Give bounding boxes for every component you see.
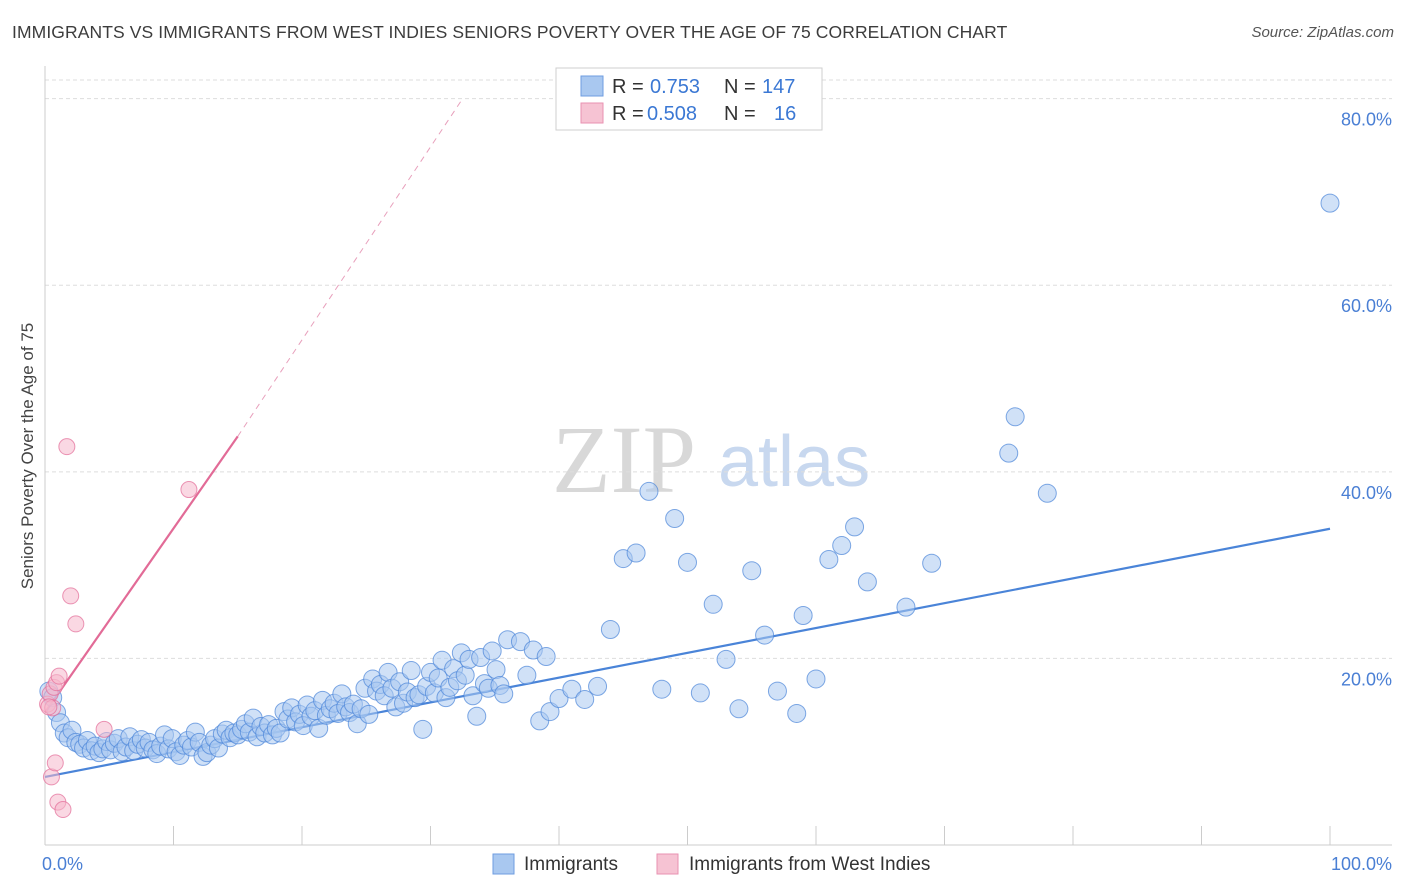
watermark-zip: ZIP — [552, 406, 696, 513]
stats-n-value: 16 — [774, 103, 796, 125]
point-immigrants — [742, 561, 762, 581]
point-west-indies — [50, 667, 68, 685]
stats-r-label: R = — [612, 76, 644, 98]
point-immigrants — [857, 572, 877, 592]
legend-label-west-indies: Immigrants from West Indies — [689, 854, 930, 875]
point-immigrants — [562, 679, 582, 699]
point-west-indies — [95, 720, 113, 738]
stats-n-label: N = — [724, 76, 756, 98]
point-immigrants — [639, 481, 659, 501]
chart-title: IMMIGRANTS VS IMMIGRANTS FROM WEST INDIE… — [12, 22, 1008, 42]
point-immigrants — [413, 719, 433, 739]
point-west-indies — [62, 587, 80, 605]
legend: Immigrants Immigrants from West Indies — [492, 853, 930, 875]
point-immigrants — [832, 536, 852, 556]
point-immigrants — [999, 443, 1019, 463]
point-immigrants — [678, 552, 697, 572]
point-immigrants — [845, 517, 865, 537]
point-immigrants — [486, 660, 506, 680]
stats-n-label: N = — [724, 103, 756, 125]
point-immigrants — [494, 684, 514, 704]
point-immigrants — [896, 597, 916, 617]
axes — [44, 66, 1392, 846]
legend-swatch-west-indies — [656, 853, 679, 875]
point-immigrants — [806, 669, 826, 689]
point-immigrants — [482, 641, 502, 661]
point-immigrants — [575, 689, 595, 709]
x-tick-label: 100.0% — [1331, 854, 1392, 874]
stats-r-value: 0.508 — [647, 103, 697, 125]
point-immigrants — [1320, 193, 1340, 213]
point-west-indies — [180, 481, 198, 499]
trend-line-west-indies-extension — [237, 98, 464, 437]
point-immigrants — [755, 625, 775, 645]
point-immigrants — [665, 508, 685, 528]
point-immigrants — [549, 689, 569, 709]
x-tick-labels: 0.0% 100.0% — [42, 854, 1392, 874]
stats-swatch-immigrants — [580, 75, 604, 97]
point-west-indies — [46, 754, 64, 772]
point-immigrants — [1005, 407, 1025, 427]
point-immigrants — [729, 699, 749, 719]
point-immigrants — [922, 553, 942, 573]
gridlines — [45, 79, 1392, 659]
point-immigrants — [517, 665, 537, 685]
source-credit: Source: ZipAtlas.com — [1251, 24, 1394, 41]
point-immigrants — [463, 686, 483, 706]
x-tick-label: 0.0% — [42, 854, 83, 874]
stats-r-value: 0.753 — [650, 76, 700, 98]
point-immigrants — [819, 550, 839, 570]
point-immigrants — [787, 703, 807, 723]
point-west-indies — [42, 768, 60, 786]
watermark-atlas: atlas — [718, 422, 870, 502]
data-points — [39, 193, 1340, 819]
point-immigrants — [455, 665, 475, 685]
point-west-indies — [67, 615, 85, 633]
point-immigrants — [540, 702, 560, 722]
y-tick-labels: 20.0% 40.0% 60.0% 80.0% — [1341, 110, 1392, 690]
y-tick-label: 40.0% — [1341, 483, 1392, 503]
point-immigrants — [652, 679, 672, 699]
watermark: ZIP atlas — [552, 406, 870, 513]
point-west-indies — [40, 698, 58, 716]
point-immigrants — [467, 706, 487, 726]
point-immigrants — [703, 594, 723, 614]
stats-n-value: 147 — [762, 76, 795, 98]
point-immigrants — [600, 619, 620, 639]
y-tick-label: 60.0% — [1341, 296, 1392, 316]
trend-line-west-indies — [44, 435, 239, 714]
stats-r-label: R = — [612, 103, 644, 125]
point-west-indies — [58, 438, 76, 456]
point-immigrants — [536, 647, 556, 667]
point-immigrants — [1037, 483, 1057, 503]
y-tick-label: 80.0% — [1341, 110, 1392, 130]
point-immigrants — [359, 704, 379, 724]
legend-swatch-immigrants — [492, 853, 515, 875]
point-immigrants — [793, 606, 813, 625]
stats-box: R = 0.753 N = 147 R = 0.508 N = 16 — [555, 67, 823, 131]
stats-swatch-west-indies — [580, 102, 604, 124]
point-immigrants — [626, 543, 646, 563]
point-immigrants — [401, 661, 421, 681]
y-tick-label: 20.0% — [1341, 669, 1392, 689]
point-immigrants — [690, 683, 710, 703]
point-immigrants — [767, 681, 787, 701]
point-west-indies — [54, 801, 72, 819]
legend-label-immigrants: Immigrants — [524, 854, 618, 875]
point-immigrants — [588, 676, 608, 696]
point-immigrants — [716, 649, 736, 669]
